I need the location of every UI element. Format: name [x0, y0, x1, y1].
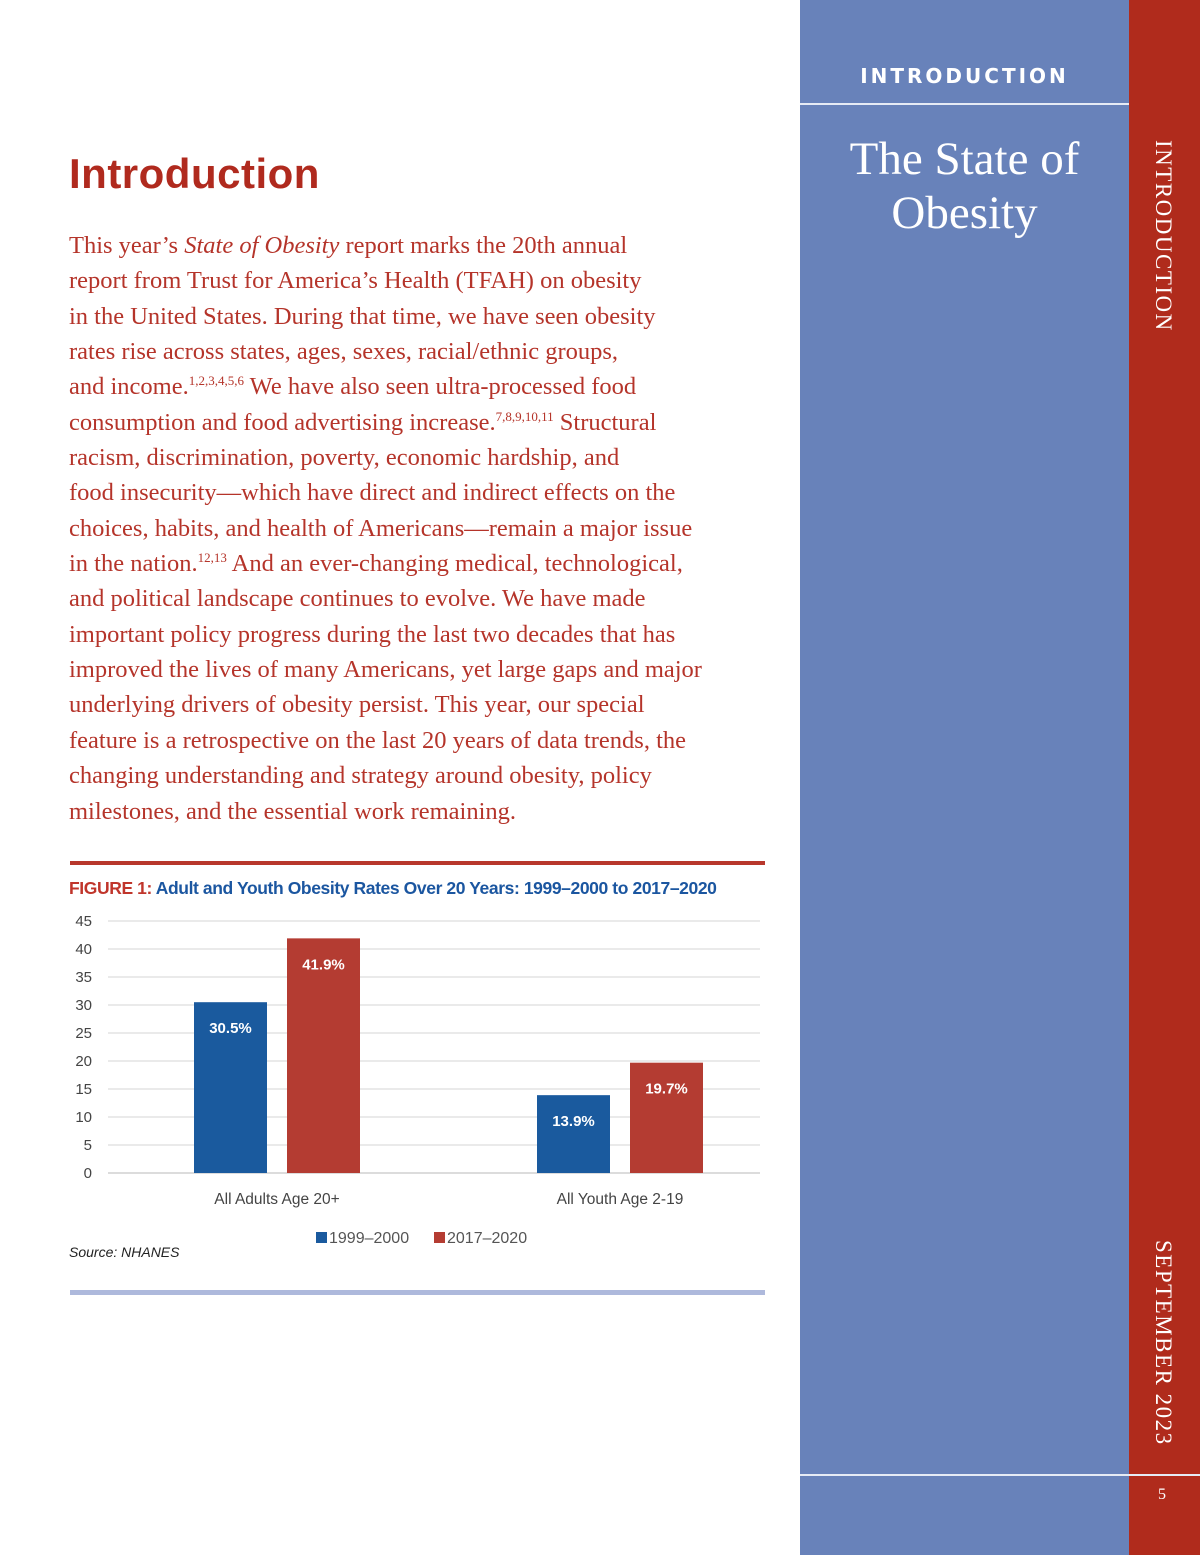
data-label: 41.9%: [302, 956, 345, 973]
bar: [194, 1002, 267, 1173]
legend-label: 1999–2000: [329, 1230, 409, 1247]
main-content: Introduction This year’s State of Obesit…: [69, 150, 769, 1295]
tab-date: SEPTEMBER 2023: [1151, 1240, 1176, 1446]
text-segment: This year’s: [69, 232, 185, 259]
text-line: food insecurity—which have direct and in…: [69, 475, 769, 510]
text-line: and political landscape continues to evo…: [69, 581, 769, 616]
bar: [537, 1095, 610, 1173]
bar: [287, 938, 360, 1173]
text-line: This year’s State of Obesity report mark…: [69, 228, 769, 263]
text-segment: and income.: [69, 373, 189, 401]
text-segment: improved the lives of many Americans, ye…: [69, 656, 702, 684]
bar: [630, 1062, 703, 1173]
data-label: 13.9%: [552, 1113, 595, 1130]
text-line: in the nation.12,13 And an ever-changing…: [69, 546, 769, 581]
text-line: report from Trust for America’s Health (…: [69, 263, 769, 298]
text-line: important policy progress during the las…: [69, 617, 769, 652]
figure-bottom-rule: [70, 1290, 765, 1295]
y-tick-label: 45: [75, 913, 92, 930]
y-tick-label: 30: [75, 997, 92, 1014]
x-tick-label: All Youth Age 2-19: [557, 1191, 684, 1208]
text-segment: And an ever-changing medical, technologi…: [226, 550, 683, 578]
sidebar-title: The State of Obesity: [800, 132, 1129, 240]
text-line: choices, habits, and health of Americans…: [69, 511, 769, 546]
text-segment: rates rise across states, ages, sexes, r…: [69, 338, 619, 366]
data-label: 30.5%: [209, 1020, 252, 1037]
text-segment: choices, habits, and health of Americans…: [69, 514, 693, 542]
figure-label: FIGURE 1:: [69, 878, 152, 898]
text-segment: We have also seen ultra-processed food: [244, 373, 637, 401]
figure-source: Source: NHANES: [69, 1244, 180, 1260]
y-tick-label: 35: [75, 969, 92, 986]
page-number: 5: [1158, 1486, 1166, 1503]
text-segment: Structural: [553, 408, 657, 436]
footnote-ref: 1,2,3,4,5,6: [188, 373, 244, 389]
text-line: and income.1,2,3,4,5,6 We have also seen…: [69, 369, 769, 404]
sidebar-title-line: The State of: [849, 133, 1080, 185]
x-tick-label: All Adults Age 20+: [214, 1191, 339, 1208]
text-segment: milestones, and the essential work remai…: [69, 797, 517, 825]
text-line: underlying drivers of obesity persist. T…: [69, 687, 769, 722]
section-tab: [1129, 0, 1200, 1555]
text-segment: important policy progress during the las…: [69, 620, 676, 648]
figure-title-text: Adult and Youth Obesity Rates Over 20 Ye…: [151, 878, 717, 898]
footnote-ref: 7,8,9,10,11: [495, 408, 554, 424]
legend-swatch: [316, 1232, 327, 1243]
intro-paragraph: This year’s State of Obesity report mark…: [69, 228, 769, 829]
data-label: 19.7%: [645, 1081, 688, 1098]
text-line: rates rise across states, ages, sexes, r…: [69, 334, 769, 369]
divider: [800, 1474, 1200, 1476]
text-segment: food insecurity—which have direct and in…: [69, 479, 676, 507]
text-line: milestones, and the essential work remai…: [69, 794, 769, 829]
figure-title: FIGURE 1: Adult and Youth Obesity Rates …: [69, 878, 717, 899]
text-line: racism, discrimination, poverty, economi…: [69, 440, 769, 475]
text-segment: and political landscape continues to evo…: [69, 585, 646, 613]
text-segment: underlying drivers of obesity persist. T…: [69, 691, 645, 719]
sidebar: INTRODUCTION The State of Obesity: [800, 0, 1200, 1555]
text-segment: report marks the 20th annual: [339, 232, 628, 259]
text-segment: report from Trust for America’s Health (…: [69, 267, 642, 295]
page-title: Introduction: [69, 150, 320, 197]
legend-swatch: [434, 1232, 445, 1243]
text-segment: feature is a retrospective on the last 2…: [69, 726, 687, 754]
text-line: changing understanding and strategy arou…: [69, 758, 769, 793]
y-tick-label: 15: [75, 1081, 92, 1098]
sidebar-title-line: Obesity: [891, 187, 1038, 239]
y-tick-label: 20: [75, 1053, 92, 1070]
text-line: feature is a retrospective on the last 2…: [69, 723, 769, 758]
y-tick-label: 0: [84, 1165, 92, 1182]
text-line: improved the lives of many Americans, ye…: [69, 652, 769, 687]
obesity-bar-chart: 0 5 10 15 20 25 30 35 40 45 30.5% 41.9% All Adults A…: [75, 913, 760, 1247]
y-tick-label: 40: [75, 941, 92, 958]
tab-section-label: INTRODUCTION: [1151, 140, 1176, 332]
text-line: consumption and food advertising increas…: [69, 405, 769, 440]
figure-top-rule: [70, 861, 765, 865]
y-tick-label: 10: [75, 1109, 92, 1126]
text-segment: changing understanding and strategy arou…: [69, 762, 652, 790]
y-tick-label: 5: [84, 1137, 92, 1154]
text-segment: State of Obesity: [184, 232, 340, 259]
text-segment: racism, discrimination, poverty, economi…: [69, 444, 620, 472]
text-segment: in the United States. During that time, …: [69, 302, 656, 330]
y-tick-label: 25: [75, 1025, 92, 1042]
text-segment: in the nation.: [69, 550, 198, 578]
sidebar-section-label: INTRODUCTION: [860, 64, 1069, 88]
legend-label: 2017–2020: [447, 1230, 527, 1247]
divider: [800, 103, 1200, 105]
text-segment: consumption and food advertising increas…: [69, 408, 496, 436]
text-line: in the United States. During that time, …: [69, 299, 769, 334]
footnote-ref: 12,13: [197, 550, 227, 566]
